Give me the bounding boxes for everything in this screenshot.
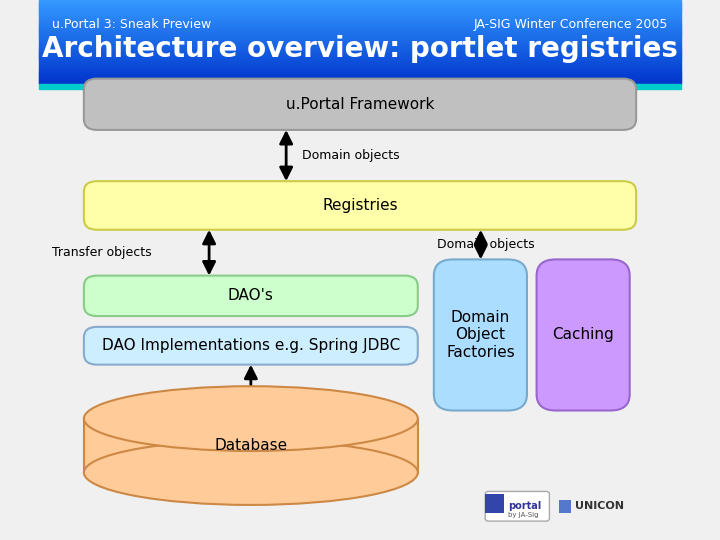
FancyBboxPatch shape xyxy=(84,327,418,364)
Text: DAO Implementations e.g. Spring JDBC: DAO Implementations e.g. Spring JDBC xyxy=(102,338,400,353)
Bar xyxy=(39,36,681,38)
Ellipse shape xyxy=(84,440,418,505)
Bar xyxy=(39,58,681,61)
Bar xyxy=(39,82,681,84)
FancyBboxPatch shape xyxy=(536,259,630,410)
Bar xyxy=(39,19,681,21)
Bar xyxy=(39,6,681,9)
Bar xyxy=(39,8,681,11)
Text: u.Portal 3: Sneak Preview: u.Portal 3: Sneak Preview xyxy=(52,18,211,31)
Text: Architecture overview: portlet registries: Architecture overview: portlet registrie… xyxy=(42,36,678,64)
Bar xyxy=(39,75,681,78)
Bar xyxy=(39,56,681,59)
Bar xyxy=(39,71,681,73)
Text: Domain
Object
Factories: Domain Object Factories xyxy=(446,310,515,360)
Bar xyxy=(39,77,681,80)
Text: Database: Database xyxy=(215,438,287,453)
Bar xyxy=(485,494,505,513)
Bar xyxy=(39,60,681,63)
Text: portal: portal xyxy=(508,501,541,511)
Bar xyxy=(39,39,681,42)
Text: Domain objects: Domain objects xyxy=(437,238,535,251)
FancyBboxPatch shape xyxy=(485,491,549,521)
Bar xyxy=(39,23,681,25)
Text: Domain objects: Domain objects xyxy=(302,149,400,162)
Bar xyxy=(39,46,681,49)
Bar xyxy=(39,4,681,6)
Bar xyxy=(39,79,681,82)
FancyBboxPatch shape xyxy=(434,259,527,410)
Bar xyxy=(39,69,681,71)
Bar xyxy=(39,0,681,3)
Bar xyxy=(39,25,681,28)
Text: u.Portal Framework: u.Portal Framework xyxy=(286,97,434,112)
FancyBboxPatch shape xyxy=(84,275,418,316)
Bar xyxy=(39,73,681,76)
Bar xyxy=(39,33,681,36)
Bar xyxy=(39,44,681,46)
Text: Registries: Registries xyxy=(322,198,398,213)
Bar xyxy=(559,500,571,513)
Bar xyxy=(39,17,681,19)
Bar xyxy=(39,37,681,40)
Bar xyxy=(39,63,681,65)
Bar xyxy=(39,52,681,55)
Text: UNICON: UNICON xyxy=(575,501,624,511)
Bar xyxy=(39,15,681,17)
FancyBboxPatch shape xyxy=(84,181,636,229)
Bar xyxy=(39,12,681,15)
Text: Caching: Caching xyxy=(552,327,614,342)
Bar xyxy=(39,67,681,70)
Bar xyxy=(39,21,681,23)
Bar xyxy=(39,54,681,57)
Text: JA-SIG Winter Conference 2005: JA-SIG Winter Conference 2005 xyxy=(474,18,668,31)
Bar xyxy=(39,50,681,53)
Bar xyxy=(39,29,681,32)
Bar xyxy=(39,10,681,13)
FancyBboxPatch shape xyxy=(84,79,636,130)
Text: DAO's: DAO's xyxy=(228,288,274,303)
Ellipse shape xyxy=(84,386,418,451)
Bar xyxy=(39,65,681,68)
Bar xyxy=(84,418,418,472)
Text: Transfer objects: Transfer objects xyxy=(52,246,151,259)
Bar xyxy=(39,42,681,44)
Bar xyxy=(39,84,681,89)
Text: by JA-Sig: by JA-Sig xyxy=(508,512,538,518)
Bar xyxy=(39,31,681,34)
Bar xyxy=(39,27,681,30)
Bar xyxy=(39,48,681,51)
Bar xyxy=(39,2,681,5)
